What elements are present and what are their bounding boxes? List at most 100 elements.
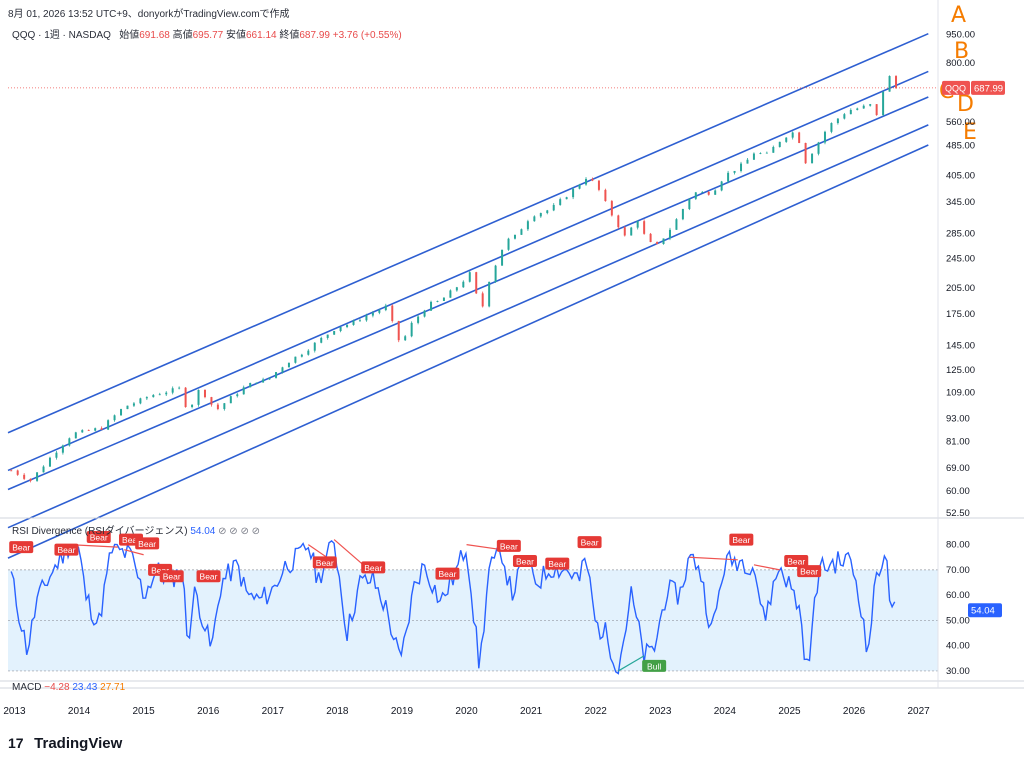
candle-body <box>171 388 174 393</box>
trend-line-e[interactable] <box>7 144 929 559</box>
candle-body <box>42 466 45 473</box>
candle-body <box>694 192 697 199</box>
candle-body <box>539 213 542 217</box>
price-tick-label: 69.00 <box>946 463 970 474</box>
candle-body <box>242 387 245 395</box>
candle-body <box>346 324 349 327</box>
candle-body <box>572 188 575 198</box>
bear-label[interactable] <box>159 570 184 583</box>
candle-body <box>552 204 555 211</box>
candle-body <box>714 190 717 195</box>
candle-body <box>720 181 723 191</box>
bear-label-text: Bear <box>200 572 218 582</box>
trend-line-b[interactable] <box>7 70 929 472</box>
candle-body <box>636 221 639 228</box>
symbol-title[interactable]: QQQ · 1週 · NASDAQ <box>12 30 111 41</box>
tradingview-brand[interactable]: 17 TradingView <box>8 735 122 752</box>
close-label: 終値 <box>279 30 300 41</box>
candle-body <box>836 118 839 124</box>
candle-body <box>585 178 588 185</box>
price-tick-label: 60.00 <box>946 486 970 497</box>
candle-body <box>513 234 516 239</box>
bear-label[interactable] <box>312 556 337 569</box>
bear-label[interactable] <box>512 555 537 568</box>
candle-body <box>449 290 452 298</box>
bull-label[interactable] <box>642 659 667 672</box>
rsi-title[interactable]: RSI Divergence (RSIダイバージェンス) <box>12 526 188 537</box>
candle-body <box>249 382 252 388</box>
candle-body <box>391 305 394 321</box>
bear-label[interactable] <box>496 539 521 552</box>
candle-body <box>675 219 678 230</box>
candle-body <box>656 242 659 244</box>
x-tick-label: 2018 <box>326 706 349 717</box>
bear-label[interactable] <box>784 555 809 568</box>
candle-body <box>895 76 898 88</box>
candle-body <box>856 108 859 110</box>
annotation-d: D <box>957 92 974 117</box>
x-tick-label: 2016 <box>197 706 220 717</box>
candle-body <box>262 379 265 383</box>
candle-body <box>455 287 458 291</box>
candle-body <box>481 293 484 307</box>
bear-label[interactable] <box>196 570 221 583</box>
candle-body <box>126 405 129 410</box>
candle-body <box>100 428 103 430</box>
price-tick-label: 405.00 <box>946 170 975 181</box>
bear-label-text: Bear <box>138 539 156 549</box>
candle-body <box>178 387 181 389</box>
bear-label[interactable] <box>54 543 79 556</box>
price-pane[interactable]: ABCDEQQQ687.99 <box>7 3 1005 559</box>
candle-body <box>210 397 213 405</box>
candle-body <box>333 331 336 335</box>
rsi-tick-label: 50.00 <box>946 615 970 626</box>
price-tick-label: 52.50 <box>946 508 970 519</box>
bear-label[interactable] <box>545 557 570 570</box>
bear-label[interactable] <box>797 565 822 578</box>
annotation-b: B <box>954 39 969 64</box>
price-tick-label: 93.00 <box>946 414 970 425</box>
bull-label-text: Bull <box>647 661 661 671</box>
trend-line-c[interactable] <box>7 96 929 491</box>
candle-body <box>423 310 426 317</box>
bear-label[interactable] <box>435 567 460 580</box>
candle-body <box>197 389 200 405</box>
trend-line-a[interactable] <box>7 32 929 434</box>
x-tick-label: 2024 <box>714 706 737 717</box>
candle-body <box>397 320 400 341</box>
x-tick-label: 2014 <box>68 706 91 717</box>
bear-label-text: Bear <box>732 535 750 545</box>
rsi-legend[interactable]: RSI Divergence (RSIダイバージェンス) 54.04 ⊘ ⊘ ⊘… <box>12 522 260 537</box>
candle-body <box>152 394 155 398</box>
candle-body <box>120 409 123 416</box>
macd-legend[interactable]: MACD −4.28 23.43 27.71 <box>12 682 125 693</box>
candle-body <box>688 198 691 210</box>
bear-label[interactable] <box>86 531 111 544</box>
macd-title[interactable]: MACD <box>12 682 42 693</box>
candle-body <box>740 163 743 171</box>
candle-body <box>520 229 523 235</box>
divergence-line <box>689 556 738 561</box>
candle-body <box>404 336 407 341</box>
x-tick-label: 2021 <box>520 706 543 717</box>
candle-body <box>462 281 465 288</box>
trend-line-d[interactable] <box>7 124 929 529</box>
visibility-icon[interactable]: ⊘ ⊘ ⊘ ⊘ <box>218 526 260 537</box>
x-tick-label: 2026 <box>843 706 866 717</box>
price-tick-label: 125.00 <box>946 365 975 376</box>
bear-label-text: Bear <box>151 565 169 575</box>
bear-label[interactable] <box>135 537 160 550</box>
bear-label-text: Bear <box>12 543 30 553</box>
candle-body <box>785 137 788 142</box>
high-label: 高値 <box>172 30 193 41</box>
bear-label[interactable] <box>729 533 754 546</box>
bear-label[interactable] <box>361 561 386 574</box>
bear-label[interactable] <box>577 536 602 549</box>
candle-body <box>494 265 497 282</box>
candle-body <box>158 394 161 396</box>
bear-label[interactable] <box>9 541 34 554</box>
symbol-badge[interactable] <box>942 80 970 95</box>
candle-body <box>643 221 646 234</box>
